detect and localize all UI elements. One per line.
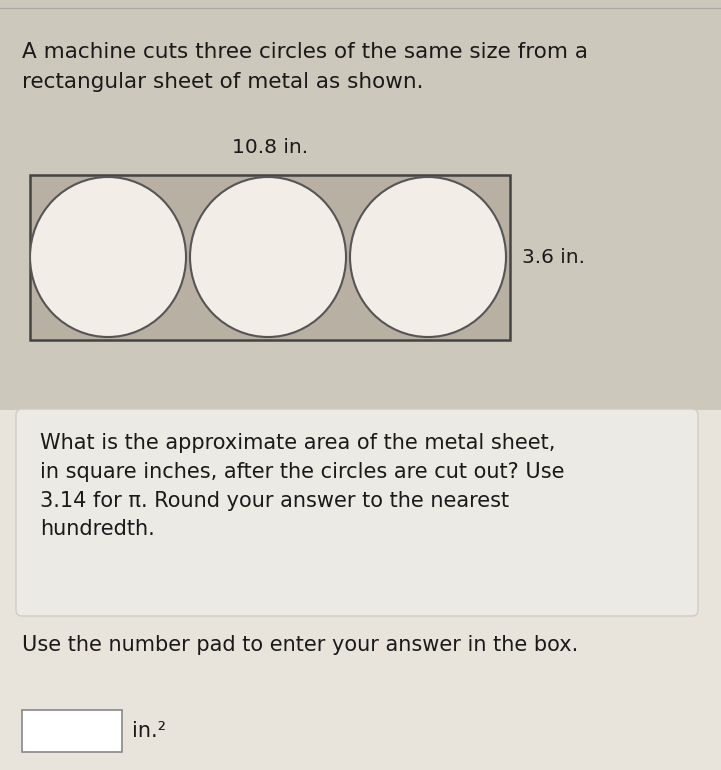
Text: rectangular sheet of metal as shown.: rectangular sheet of metal as shown. [22, 72, 423, 92]
Text: A machine cuts three circles of the same size from a: A machine cuts three circles of the same… [22, 42, 588, 62]
Bar [30, 175, 510, 340]
Ellipse shape [350, 177, 506, 337]
Ellipse shape [190, 177, 346, 337]
Text: What is the approximate area of the metal sheet,
in square inches, after the cir: What is the approximate area of the meta… [40, 433, 565, 540]
Ellipse shape [30, 177, 186, 337]
Bar [22, 710, 122, 752]
FancyBboxPatch shape [16, 409, 698, 616]
Text: 10.8 in.: 10.8 in. [232, 138, 308, 157]
Bar [0, 0, 721, 410]
Text: 3.6 in.: 3.6 in. [522, 248, 585, 267]
Bar [0, 410, 721, 770]
Text: in.²: in.² [132, 721, 166, 741]
Text: Use the number pad to enter your answer in the box.: Use the number pad to enter your answer … [22, 635, 578, 655]
